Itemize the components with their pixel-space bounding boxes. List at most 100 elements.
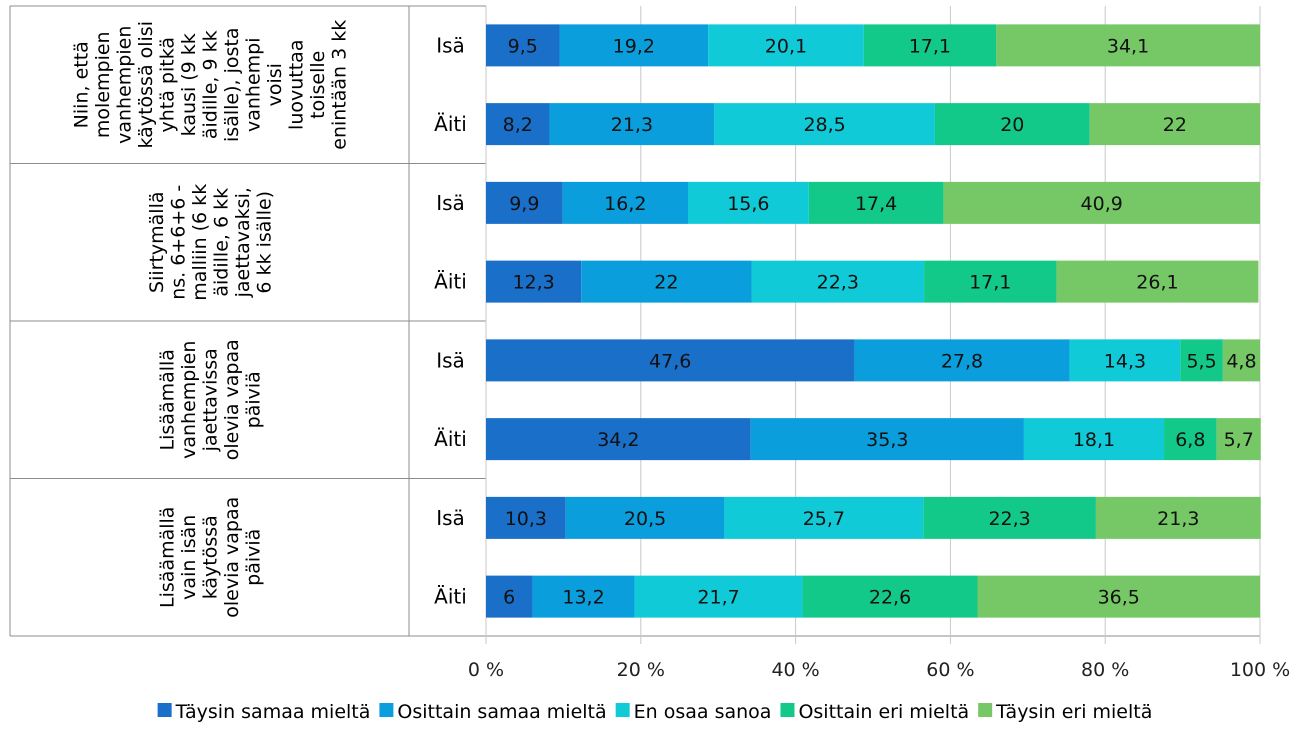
bar-segment <box>943 181 1260 224</box>
legend-label: Täysin samaa mieltä <box>175 701 371 723</box>
group-label-line: olevia vapaa <box>221 497 243 618</box>
data-label: 20,5 <box>624 508 666 530</box>
data-label: 5,5 <box>1186 350 1216 372</box>
group-label-line: äidille, 9 kk <box>200 30 222 139</box>
bar-segment <box>486 418 751 461</box>
data-label: 16,2 <box>604 193 646 215</box>
group-label-line: luovuttaa <box>286 40 308 130</box>
group-label-line: vanhempien <box>114 26 136 144</box>
bar-segment <box>1069 339 1181 382</box>
row-label: Isä <box>436 191 465 215</box>
x-axis-ticks: 0 % 20 % 40 % 60 % 80 % 100 % <box>468 659 1290 681</box>
gridlines <box>485 6 1261 644</box>
data-label: 21,3 <box>611 114 653 136</box>
legend-label: Osittain samaa mieltä <box>397 701 606 723</box>
bar-segment <box>1056 260 1259 303</box>
data-label: 15,6 <box>727 193 769 215</box>
group-label-line: ns. 6+6+6 - <box>167 185 189 300</box>
group-label-line: vain isän <box>178 515 200 600</box>
legend-swatch <box>780 703 795 717</box>
data-label: 13,2 <box>562 587 604 609</box>
x-tick-label: 100 % <box>1230 659 1290 681</box>
x-tick-label: 80 % <box>1081 659 1129 681</box>
bar-segment <box>863 24 997 67</box>
bar-segment <box>1089 103 1260 146</box>
bar-segment <box>562 181 689 224</box>
bar-segment <box>559 24 709 67</box>
bar-segment <box>977 575 1260 618</box>
data-label: 19,2 <box>613 35 655 57</box>
bar-segment <box>486 575 533 618</box>
legend-swatch <box>978 703 993 717</box>
group-label-line: käytössä olisi <box>135 21 157 148</box>
bar-segment <box>751 260 925 303</box>
x-tick-label: 40 % <box>771 659 819 681</box>
data-label: 34,1 <box>1107 35 1149 57</box>
bar-segment <box>565 496 725 539</box>
data-label: 5,7 <box>1224 429 1254 451</box>
bar-segment <box>708 24 864 67</box>
bar-segment <box>934 103 1090 146</box>
row-labels: Isä Äiti Isä Äiti Isä Äiti Isä Äiti <box>434 33 467 608</box>
group-label-line: vanhempi <box>243 37 265 132</box>
group-label: Lisäämällä vanhempien jaettavissa olevia va… <box>157 339 265 460</box>
chart-frame <box>9 5 1260 644</box>
data-label: 18,1 <box>1073 429 1115 451</box>
row-label: Isä <box>436 348 465 372</box>
legend: Täysin samaa mieltä Osittain samaa mieltä… <box>157 701 1152 723</box>
bar-segment <box>724 496 924 539</box>
bar-segment <box>802 575 978 618</box>
bars: 9,5 19,2 20,1 17,1 34,1 8,2 21,3 28,5 20 22 9,9 16,… <box>486 24 1261 618</box>
data-label: 47,6 <box>649 350 691 372</box>
bar-segment <box>688 181 809 224</box>
data-label: 12,3 <box>512 272 554 294</box>
legend-label: Täysin eri mieltä <box>995 701 1152 723</box>
data-label: 17,1 <box>969 272 1011 294</box>
legend-label: Osittain eri mieltä <box>798 701 969 723</box>
group-label-line: Lisäämällä <box>157 507 179 608</box>
group-label-line: isälle), josta <box>221 28 243 142</box>
data-label: 22,6 <box>869 587 911 609</box>
data-label: 21,7 <box>697 587 739 609</box>
bar-segment <box>854 339 1070 382</box>
bar-segment <box>714 103 935 146</box>
row-label: Äiti <box>434 270 467 294</box>
data-label: 10,3 <box>505 508 547 530</box>
bar-segment <box>1164 418 1217 461</box>
group-label-line: molempien <box>92 31 114 138</box>
group-label: Lisäämällä vain isän käytössä olevia vapaa p… <box>157 497 265 618</box>
data-label: 14,3 <box>1104 350 1146 372</box>
bar-segment <box>1023 418 1165 461</box>
data-label: 34,2 <box>597 429 639 451</box>
data-label: 28,5 <box>803 114 845 136</box>
data-label: 26,1 <box>1136 272 1178 294</box>
bar-segment <box>1180 339 1223 382</box>
group-label-line: jaettavissa <box>200 348 222 452</box>
group-label-line: vanhempien <box>178 341 200 459</box>
group-label-line: Siirtymällä <box>146 192 168 293</box>
legend-swatch <box>379 703 394 717</box>
bar-segment <box>486 24 560 67</box>
bar-segment <box>923 496 1096 539</box>
group-label-line: yhtä pitkä <box>157 37 179 133</box>
group-label-line: päiviä <box>243 371 265 428</box>
group-label-line: voisi <box>264 63 286 106</box>
group-label-line: 6 kk isälle) <box>253 191 275 294</box>
group-label-line: Niin, että <box>71 41 93 128</box>
row-label: Äiti <box>434 585 467 609</box>
x-tick-label: 20 % <box>617 659 665 681</box>
data-label: 9,9 <box>509 193 539 215</box>
data-label: 20 <box>1000 114 1024 136</box>
bar-segment <box>808 181 944 224</box>
bar-segment <box>1095 496 1261 539</box>
group-label-line: äidille, 6 kk <box>210 188 232 297</box>
data-label: 22,3 <box>817 272 859 294</box>
data-label: 22 <box>1163 114 1187 136</box>
group-labels: Niin, että molempien vanhempien käytössä ol… <box>71 20 351 618</box>
row-label: Isä <box>436 506 465 530</box>
bar-segment <box>549 103 715 146</box>
bar-segment <box>486 181 563 224</box>
group-label-line: käytössä <box>200 515 222 599</box>
data-label: 4,8 <box>1226 350 1256 372</box>
data-label: 20,1 <box>765 35 807 57</box>
